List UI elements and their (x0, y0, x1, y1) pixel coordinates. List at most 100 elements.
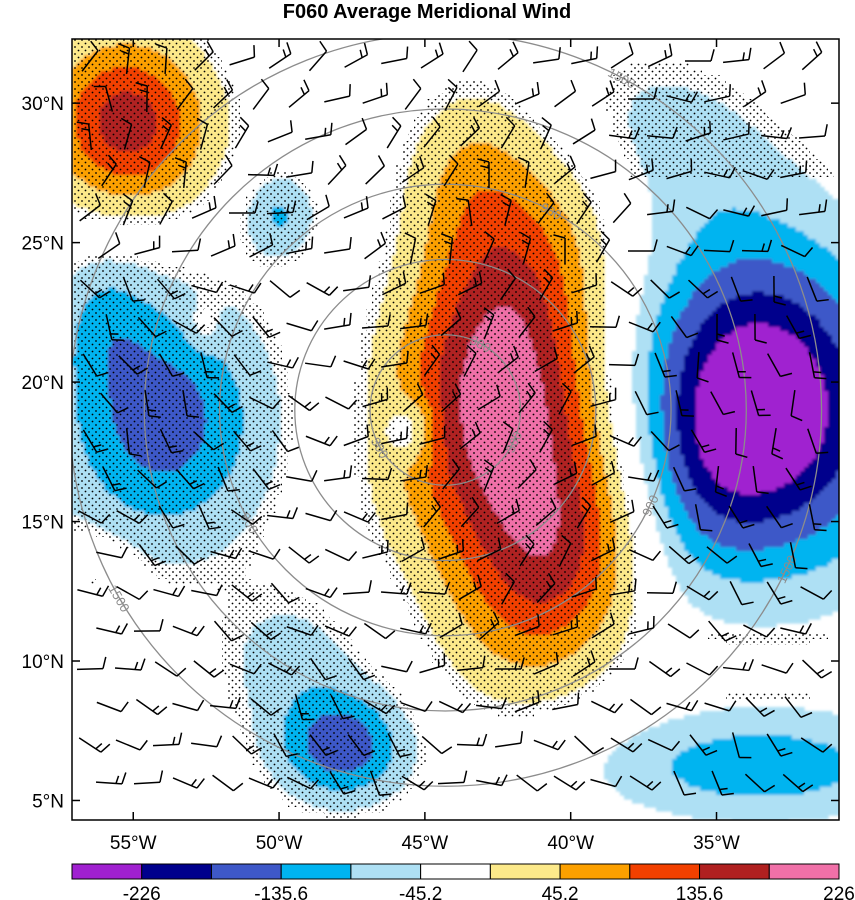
contour-cell (820, 251, 825, 256)
contour-cell (688, 191, 693, 196)
contour-cell (720, 195, 725, 200)
contour-cell (736, 199, 741, 204)
contour-cell (760, 215, 765, 220)
contour-cell (796, 235, 801, 240)
contour-cell (712, 223, 717, 228)
contour-cell (684, 195, 689, 200)
contour-cell (752, 191, 757, 196)
contour-cell (784, 187, 789, 192)
contour-cell (732, 251, 737, 256)
contour-cell (764, 231, 769, 236)
contour-cell (696, 191, 701, 196)
contour-cell (796, 219, 801, 224)
contour-cell (724, 199, 729, 204)
contour-cell (688, 251, 693, 256)
contour-cell (772, 247, 777, 252)
contour-cell (676, 175, 681, 180)
contour-cell (836, 235, 839, 240)
contour-cell (652, 239, 657, 244)
contour-cell (780, 219, 785, 224)
contour-cell (836, 255, 839, 260)
contour-cell (696, 195, 701, 200)
contour-cell (804, 203, 809, 208)
contour-cell (788, 203, 793, 208)
contour-cell (808, 231, 813, 236)
contour-cell (680, 203, 685, 208)
contour-cell (820, 199, 825, 204)
contour-cell (784, 219, 789, 224)
contour-cell (680, 259, 685, 264)
contour-cell (800, 223, 805, 228)
contour-cell (828, 239, 833, 244)
contour-cell (712, 251, 717, 256)
contour-cell (700, 255, 705, 260)
contour-cell (812, 195, 817, 200)
contour-cell (760, 207, 765, 212)
contour-cell (812, 207, 817, 212)
contour-cell (796, 223, 801, 228)
contour-cell (800, 231, 805, 236)
contour-cell (736, 235, 741, 240)
contour-cell (812, 191, 817, 196)
contour-cell (660, 239, 665, 244)
contour-cell (772, 251, 777, 256)
contour-cell (776, 231, 781, 236)
contour-cell (708, 235, 713, 240)
contour-cell (648, 179, 653, 184)
contour-cell (768, 207, 773, 212)
contour-cell (804, 179, 809, 184)
contour-cell (688, 175, 693, 180)
contour-cell (704, 251, 709, 256)
contour-cell (744, 183, 749, 188)
contour-cell (652, 199, 657, 204)
contour-cell (736, 227, 741, 232)
contour-cell (648, 255, 653, 260)
contour-cell (744, 239, 749, 244)
contour-cell (764, 183, 769, 188)
contour-cell (728, 187, 733, 192)
contour-cell (776, 251, 781, 256)
contour-cell (776, 247, 781, 252)
contour-cell (732, 235, 737, 240)
contour-cell (680, 179, 685, 184)
contour-cell (752, 195, 757, 200)
contour-cell (652, 223, 657, 228)
contour-cell (728, 199, 733, 204)
contour-cell (828, 211, 833, 216)
contour-cell (776, 255, 781, 260)
contour-cell (808, 251, 813, 256)
contour-cell (664, 187, 669, 192)
contour-cell (772, 183, 777, 188)
contour-cell (736, 179, 741, 184)
contour-cell (736, 215, 741, 220)
contour-cell (780, 235, 785, 240)
contour-cell (696, 187, 701, 192)
contour-cell (784, 199, 789, 204)
contour-cell (676, 187, 681, 192)
contour-cell (732, 239, 737, 244)
contour-cell (648, 183, 653, 188)
contour-cell (664, 243, 669, 248)
contour-cell (716, 195, 721, 200)
contour-cell (716, 251, 721, 256)
contour-cell (708, 247, 713, 252)
contour-cell (816, 247, 821, 252)
contour-cell (652, 195, 657, 200)
contour-cell (708, 191, 713, 196)
contour-cell (732, 231, 737, 236)
contour-cell (820, 255, 825, 260)
contour-cell (792, 215, 797, 220)
contour-cell (752, 207, 757, 212)
contour-cell (700, 219, 705, 224)
contour-cell (788, 231, 793, 236)
contour-cell (764, 179, 769, 184)
contour-cell (776, 223, 781, 228)
contour-cell (680, 247, 685, 252)
contour-cell (756, 203, 761, 208)
contour-cell (748, 183, 753, 188)
contour-cell (748, 199, 753, 204)
contour-cell (740, 211, 745, 216)
contour-cell (820, 187, 825, 192)
contour-cell (704, 239, 709, 244)
contour-cell (804, 183, 809, 188)
